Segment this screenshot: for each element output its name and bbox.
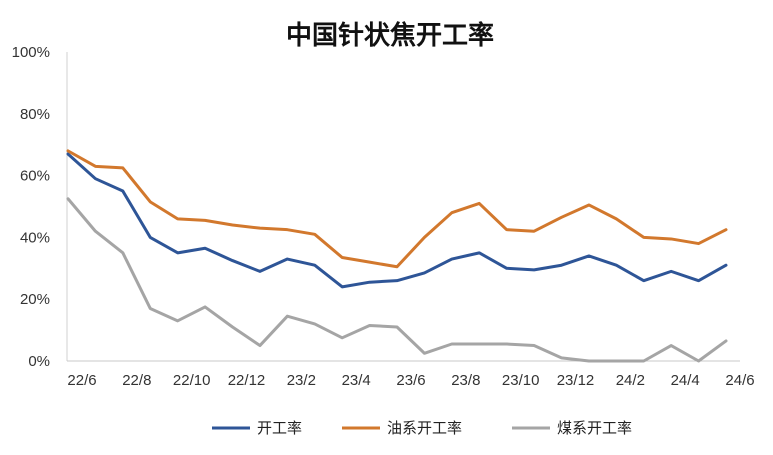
x-tick-label: 22/10	[173, 372, 211, 389]
y-tick-label: 80%	[20, 106, 50, 123]
y-tick-label: 60%	[20, 168, 50, 185]
x-tick-label: 24/4	[671, 372, 700, 389]
x-tick-label: 23/10	[502, 372, 540, 389]
legend-label: 开工率	[257, 419, 302, 437]
legend-label: 油系开工率	[387, 419, 462, 437]
x-tick-label: 23/4	[342, 372, 371, 389]
x-tick-label: 23/6	[396, 372, 425, 389]
x-tick-label: 23/12	[557, 372, 595, 389]
series-line	[66, 152, 728, 289]
legend-label: 煤系开工率	[557, 419, 632, 437]
x-tick-label: 22/6	[67, 372, 96, 389]
y-tick-label: 20%	[20, 291, 50, 308]
x-tick-label: 24/2	[616, 372, 645, 389]
chart-title: 中国针状焦开工率	[286, 20, 494, 51]
x-tick-label: 23/8	[451, 372, 480, 389]
legend: 开工率 油系开工率 煤系开工率	[212, 419, 632, 437]
x-tick-label: 24/6	[725, 372, 754, 389]
y-tick-label: 100%	[12, 44, 50, 61]
x-tick-label: 22/8	[122, 372, 151, 389]
y-tick-label: 40%	[20, 229, 50, 246]
x-axis-ticks: 22/6 22/8 22/10 22/12 23/2 23/4 23/6 23/8 23/10 2…	[67, 372, 754, 389]
y-axis-ticks: 100% 80% 60% 40% 20% 0%	[12, 44, 50, 370]
series-line	[66, 149, 728, 269]
series-lines	[66, 149, 728, 363]
x-tick-label: 22/12	[228, 372, 266, 389]
series-line	[66, 197, 728, 363]
x-tick-label: 23/2	[287, 372, 316, 389]
y-tick-label: 0%	[28, 353, 50, 370]
